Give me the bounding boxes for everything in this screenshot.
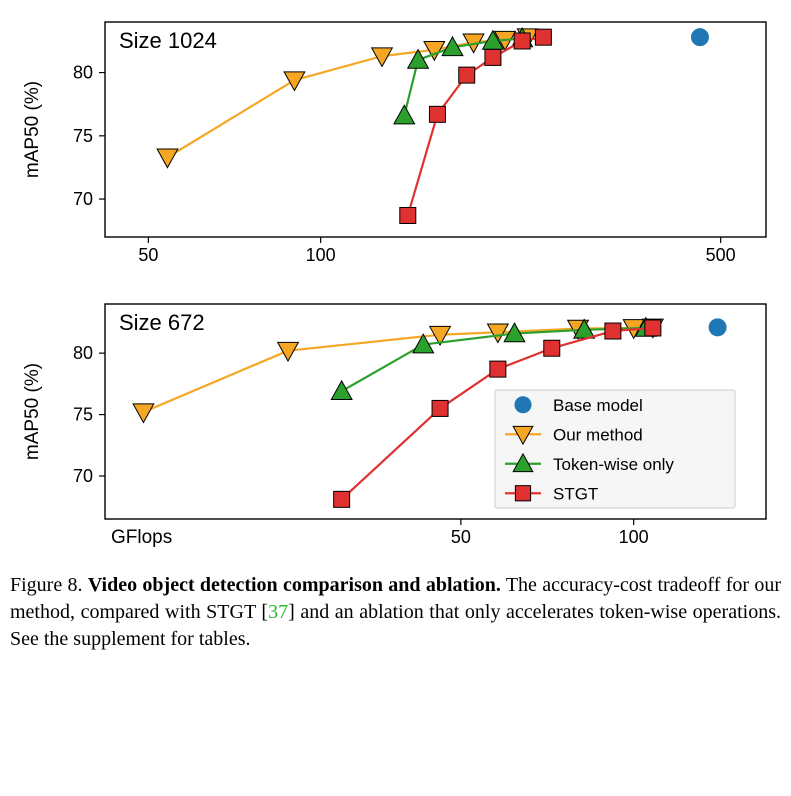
svg-text:80: 80 (73, 343, 93, 363)
caption-title: Video object detection comparison and ab… (88, 574, 501, 596)
svg-text:500: 500 (706, 245, 736, 265)
svg-text:100: 100 (306, 245, 336, 265)
svg-text:mAP50 (%): mAP50 (%) (22, 363, 43, 460)
caption-cite: 37 (268, 601, 288, 623)
svg-text:70: 70 (73, 466, 93, 486)
svg-text:100: 100 (619, 527, 649, 547)
chart-panel-1: 70 75 80 50 100 mAP50 (%) GFlops Size 672 Base m… (10, 292, 781, 554)
series-base-model (691, 28, 709, 46)
figure-caption: Figure 8. Video object detection compari… (10, 572, 781, 653)
figure-container: 70 75 80 50 100 500 mAP50 (%) Size 1024 70 75 80 50… (10, 10, 781, 653)
charts-host: 70 75 80 50 100 500 mAP50 (%) Size 1024 70 75 80 50… (10, 10, 781, 554)
svg-text:Our method: Our method (553, 425, 643, 444)
svg-text:Token-wise only: Token-wise only (553, 455, 674, 474)
legend: Base model Our method Token-wise only STGT (495, 390, 735, 508)
svg-text:Base model: Base model (553, 396, 643, 415)
svg-text:mAP50 (%): mAP50 (%) (22, 81, 43, 178)
chart-panel-0: 70 75 80 50 100 500 mAP50 (%) Size 1024 (10, 10, 781, 272)
svg-text:70: 70 (73, 189, 93, 209)
caption-label: Figure 8. (10, 574, 83, 596)
svg-text:50: 50 (138, 245, 158, 265)
svg-text:80: 80 (73, 63, 93, 83)
svg-text:75: 75 (73, 405, 93, 425)
svg-text:50: 50 (451, 527, 471, 547)
svg-text:Size 1024: Size 1024 (119, 28, 217, 53)
chart-svg-0: 70 75 80 50 100 500 mAP50 (%) Size 1024 (10, 10, 781, 272)
svg-text:75: 75 (73, 126, 93, 146)
series-base-model (709, 318, 727, 336)
svg-text:Size 672: Size 672 (119, 310, 205, 335)
svg-text:STGT: STGT (553, 484, 598, 503)
chart-svg-1: 70 75 80 50 100 mAP50 (%) GFlops Size 672 Base m… (10, 292, 781, 554)
svg-text:GFlops: GFlops (111, 527, 172, 548)
